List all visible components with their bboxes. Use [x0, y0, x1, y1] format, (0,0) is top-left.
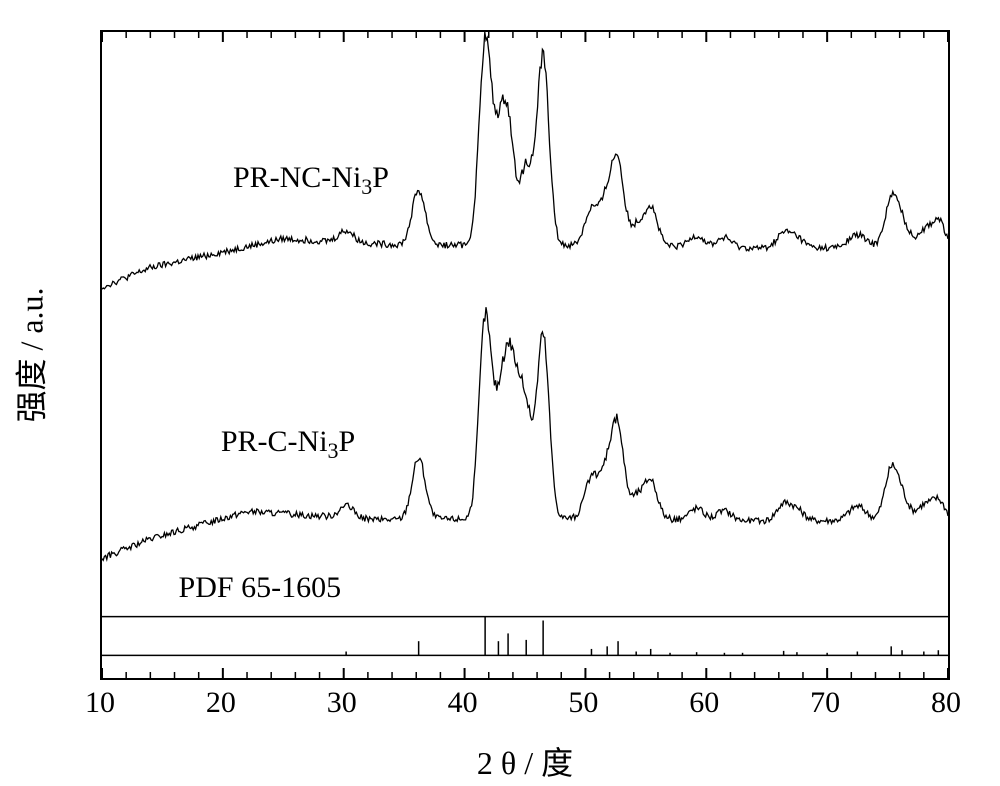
xrd-trace-PR-NC-Ni3P	[102, 32, 948, 289]
reference-label: PDF 65-1605	[179, 571, 342, 605]
x-tick-label: 60	[679, 686, 729, 720]
x-tick-label: 40	[438, 686, 488, 720]
x-tick-label: 70	[800, 686, 850, 720]
series-label-PR-NC-Ni3P: PR-NC-Ni3P	[233, 161, 389, 200]
series-label-PR-C-Ni3P: PR-C-Ni3P	[221, 425, 355, 464]
x-tick-label: 80	[921, 686, 971, 720]
y-axis-label-wrap: 强度 / a.u.	[10, 30, 50, 680]
x-tick-label: 20	[196, 686, 246, 720]
x-tick-label: 50	[558, 686, 608, 720]
xrd-figure: 强度 / a.u. 10 20 30 40 50 60 70 80 2 θ / 度 PR-NC…	[0, 0, 1000, 786]
x-axis-label: 2 θ / 度	[100, 738, 950, 784]
x-tick-label: 30	[317, 686, 367, 720]
x-tick-label: 10	[75, 686, 125, 720]
y-axis-label: 强度 / a.u.	[7, 287, 53, 422]
